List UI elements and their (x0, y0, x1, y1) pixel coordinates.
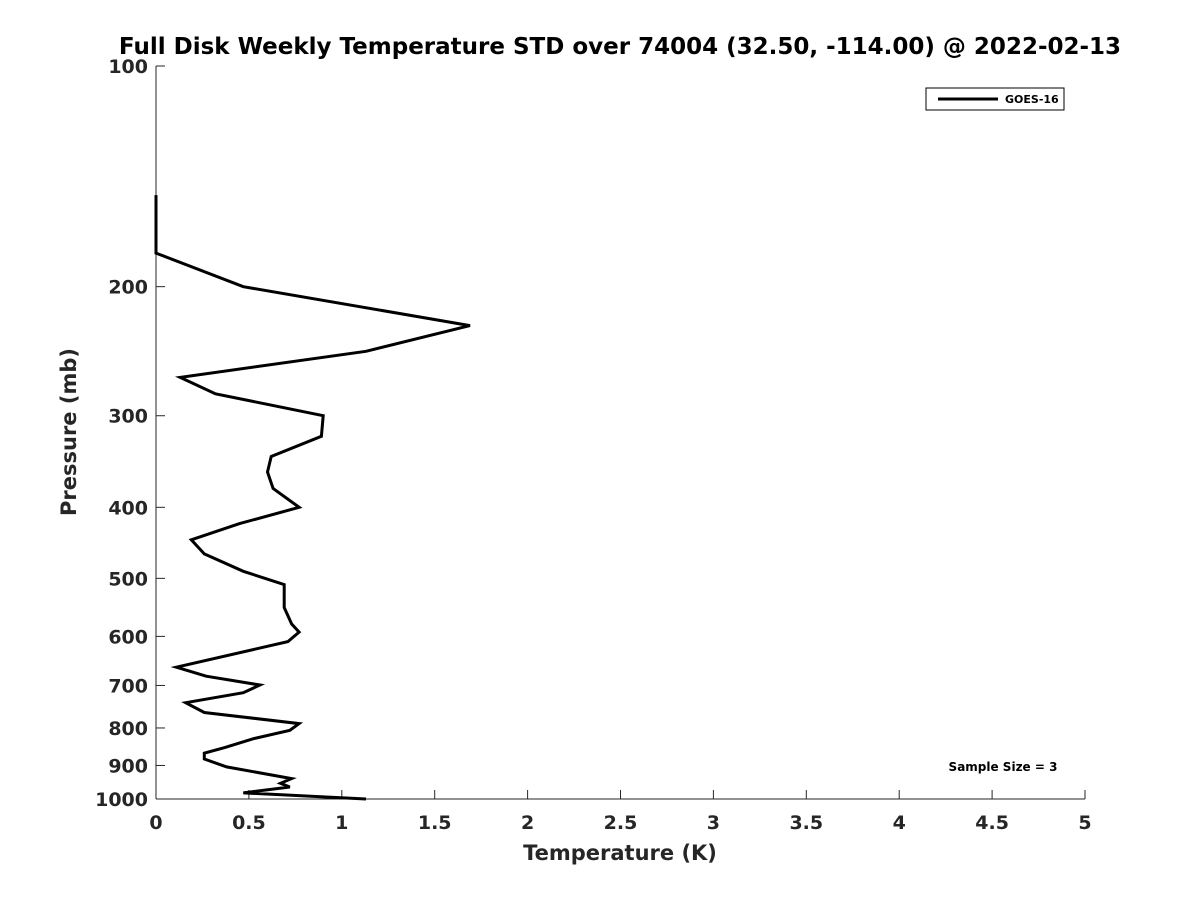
x-tick-label: 3.5 (789, 812, 823, 834)
x-tick-label: 4.5 (975, 812, 1009, 834)
x-ticks: 0 0.5 1 1.5 2 2.5 3 3.5 4 4.5 5 (149, 790, 1092, 834)
x-tick-label: 3 (707, 812, 720, 834)
sample-size-annotation: Sample Size = 3 (949, 760, 1058, 774)
x-tick-label: 4 (893, 812, 906, 834)
x-tick-label: 0 (149, 812, 162, 834)
y-tick-label: 400 (108, 497, 148, 519)
y-tick-label: 300 (108, 406, 148, 428)
y-tick-label: 900 (108, 755, 148, 777)
x-tick-label: 0.5 (232, 812, 266, 834)
y-tick-label: 700 (108, 675, 148, 697)
x-tick-label: 2.5 (604, 812, 638, 834)
y-tick-label: 200 (108, 277, 148, 299)
legend: GOES-16 (925, 87, 1065, 111)
y-ticks: 100 200 300 400 500 600 700 800 900 1000 (95, 56, 165, 811)
chart-title: Full Disk Weekly Temperature STD over 74… (119, 34, 1121, 60)
x-tick-label: 1.5 (418, 812, 452, 834)
y-tick-label: 500 (108, 568, 148, 590)
y-tick-label: 100 (108, 56, 148, 78)
plot-area: 0 0.5 1 1.5 2 2.5 3 3.5 4 4.5 5 100 200 300 400 500 600… (95, 56, 1092, 834)
y-tick-label: 600 (108, 626, 148, 648)
x-tick-label: 5 (1078, 812, 1091, 834)
y-axis-label: Pressure (mb) (57, 348, 81, 516)
legend-label-goes-16: GOES-16 (1005, 93, 1059, 106)
series-line-goes-16 (154, 195, 471, 801)
y-tick-label: 1000 (95, 789, 148, 811)
x-axis-label: Temperature (K) (523, 841, 717, 865)
x-tick-label: 1 (335, 812, 348, 834)
y-tick-label: 800 (108, 718, 148, 740)
x-tick-label: 2 (521, 812, 534, 834)
